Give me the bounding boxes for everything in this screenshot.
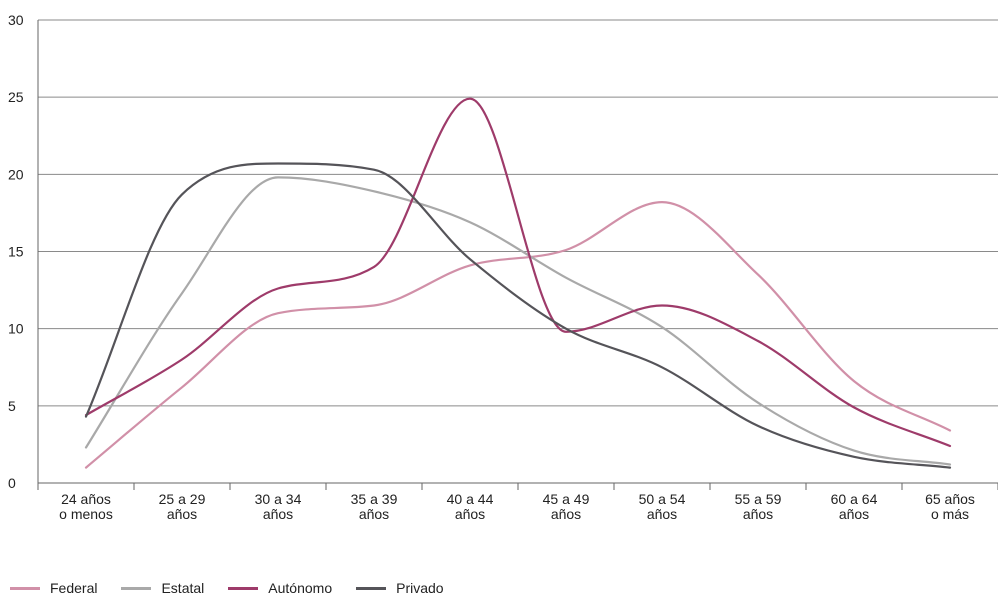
y-tick-label: 30: [8, 12, 24, 28]
legend-item-autonomo: Autónomo: [228, 580, 332, 596]
y-tick-label: 20: [8, 166, 24, 182]
gridlines: [37, 19, 998, 484]
y-tick-label: 25: [8, 89, 24, 105]
x-tick-label: 50 a 54 años: [639, 491, 686, 522]
legend: Federal Estatal Autónomo Privado: [10, 580, 468, 596]
legend-item-estatal: Estatal: [121, 580, 204, 596]
series-line-estatal: [84, 176, 952, 466]
x-tick-label: 60 a 64 años: [831, 491, 878, 522]
x-axis-ticks: 24 años o menos 25 a 29 años 30 a 34 años 35 a…: [37, 483, 998, 522]
legend-swatch-privado: [356, 586, 387, 590]
legend-item-federal: Federal: [10, 580, 97, 596]
series-lines: [84, 97, 952, 469]
legend-swatch-estatal: [121, 586, 152, 590]
y-tick-label: 15: [8, 244, 24, 260]
x-tick-label: 40 a 44 años: [447, 491, 494, 522]
series-line-privado: [84, 162, 952, 469]
line-chart: 0 5 10 15 20 25 30 24 años o menos 25 a 29 años 30…: [8, 12, 998, 522]
x-tick-label: 25 a 29 años: [159, 491, 206, 522]
x-tick-label: 45 a 49 años: [543, 491, 590, 522]
legend-item-privado: Privado: [356, 580, 444, 596]
x-tick-label: 30 a 34 años: [255, 491, 302, 522]
legend-swatch-federal: [10, 586, 40, 590]
y-axis-ticks: 0 5 10 15 20 25 30: [8, 12, 24, 491]
x-tick-label: 65 años o más: [925, 491, 975, 522]
legend-label-autonomo: Autónomo: [268, 580, 333, 596]
y-tick-label: 5: [8, 398, 16, 414]
x-tick-label: 35 a 39 años: [351, 491, 398, 522]
series-line-autonomo: [84, 97, 952, 448]
y-tick-label: 0: [8, 475, 16, 491]
x-tick-label: 55 a 59 años: [735, 491, 782, 522]
legend-label-estatal: Estatal: [161, 580, 205, 596]
legend-swatch-autonomo: [228, 586, 259, 590]
series-line-federal: [84, 201, 952, 469]
y-tick-label: 10: [8, 321, 24, 337]
legend-label-privado: Privado: [396, 580, 444, 596]
x-tick-label: 24 años o menos: [59, 491, 113, 522]
legend-label-federal: Federal: [50, 580, 98, 596]
